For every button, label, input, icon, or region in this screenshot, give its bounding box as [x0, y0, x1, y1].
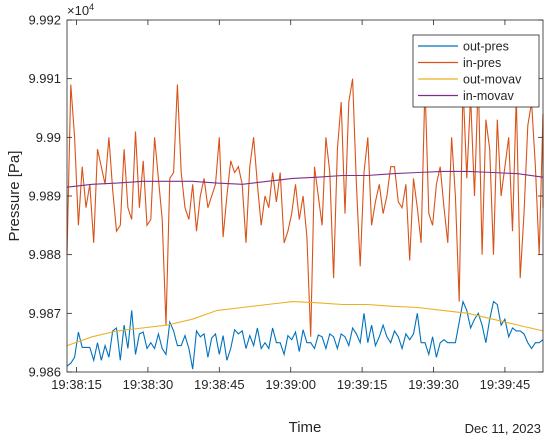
x-tick-label: 19:38:30	[123, 377, 174, 392]
x-axis-title: Time	[289, 419, 322, 436]
y-axis-title: Pressure [Pa]	[6, 151, 23, 242]
y-tick-label: 9.989	[28, 189, 61, 204]
legend-label-out-pres: out-pres	[463, 40, 509, 54]
legend-label-in-movav: in-movav	[463, 89, 514, 103]
y-tick-label: 9.991	[28, 71, 61, 86]
y-exponent-label: ×104	[67, 2, 94, 18]
x-tick-label: 19:39:15	[337, 377, 388, 392]
y-exponent-power: 4	[89, 2, 94, 12]
series-line-in-movav	[66, 170, 544, 188]
y-tick-label: 9.986	[28, 365, 61, 380]
legend-label-out-movav: out-movav	[463, 73, 522, 87]
series-line-out-movav	[66, 301, 544, 347]
y-tick-label: 9.987	[28, 306, 61, 321]
y-tick-label: 9.99	[36, 130, 61, 145]
series-layer	[66, 78, 544, 370]
date-label: Dec 11, 2023	[465, 421, 541, 436]
y-exponent-base: ×10	[67, 3, 89, 18]
series-line-in-pres	[66, 78, 544, 337]
x-tick-label: 19:39:45	[480, 377, 531, 392]
y-tick-label: 9.988	[28, 247, 61, 262]
series-line-out-pres	[66, 299, 544, 370]
x-tick-label: 19:38:15	[51, 377, 102, 392]
legend-label-in-pres: in-pres	[463, 56, 501, 70]
legend: out-pres in-pres out-movav in-movav	[412, 34, 540, 108]
x-tick-label: 19:39:30	[408, 377, 459, 392]
x-tick-label: 19:38:45	[194, 377, 245, 392]
axes-layer: 9.986 9.987 9.988 9.989 9.99 9.991 9.992 19:38:…	[28, 13, 544, 392]
x-tick-label: 19:39:00	[265, 377, 316, 392]
y-tick-label: 9.992	[28, 13, 61, 28]
